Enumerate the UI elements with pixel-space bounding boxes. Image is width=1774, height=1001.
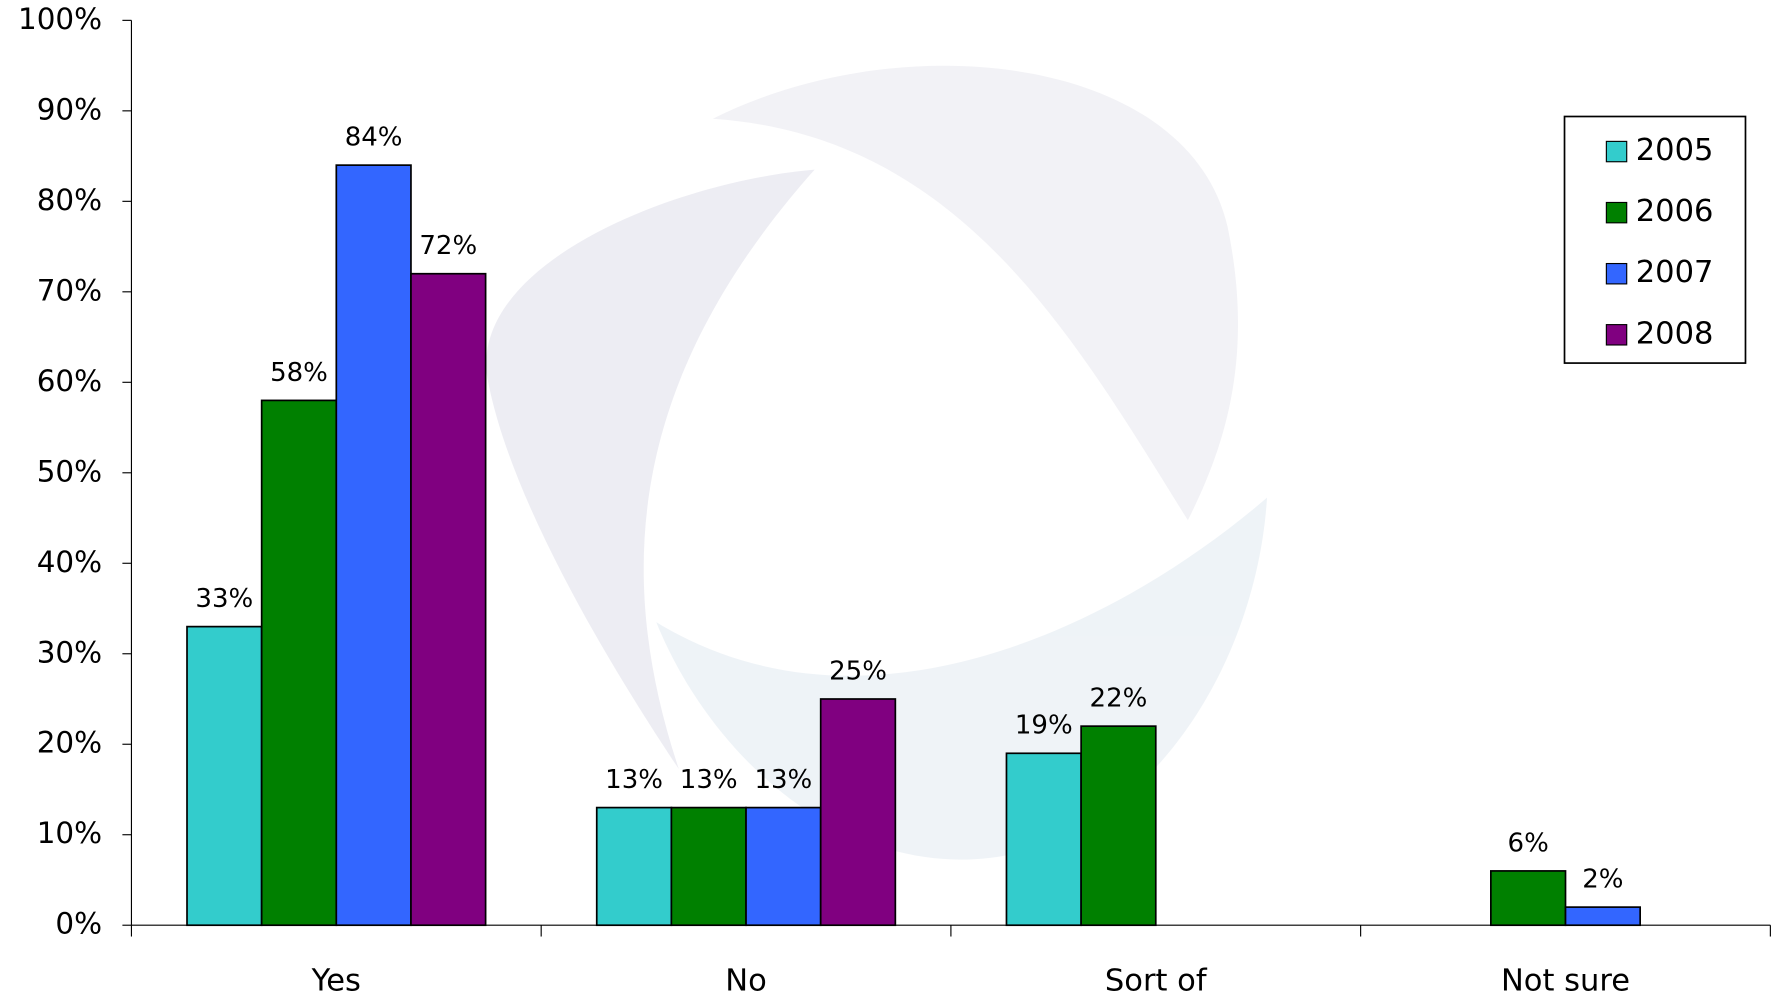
bar (1490, 870, 1567, 927)
value-label: 25% (829, 656, 887, 686)
value-label: 22% (1090, 684, 1148, 714)
bar (1564, 906, 1642, 927)
y-tick-label: 100% (18, 2, 102, 36)
legend-swatch (1605, 201, 1628, 224)
x-tick-label: Not sure (1501, 963, 1630, 998)
y-tick-label: 20% (37, 726, 102, 760)
y-tick-label: 80% (37, 183, 102, 217)
legend-label: 2006 (1636, 194, 1714, 229)
bar (260, 399, 338, 927)
legend-swatch (1605, 262, 1628, 285)
y-tick-label: 40% (37, 545, 102, 579)
bar (745, 806, 822, 927)
y-tick-label: 70% (37, 273, 102, 307)
y-tick-label: 0% (55, 907, 102, 941)
value-label: 13% (754, 765, 812, 795)
legend-box (1563, 115, 1747, 364)
bar (819, 698, 897, 927)
bar (1005, 752, 1082, 927)
bar (186, 625, 263, 927)
value-label: 19% (1015, 711, 1073, 741)
bar (410, 272, 487, 927)
legend-label: 2007 (1636, 255, 1714, 290)
value-label: 13% (680, 765, 738, 795)
legend-label: 2008 (1636, 316, 1714, 351)
y-tick-label: 90% (37, 92, 102, 126)
x-tick-label: Sort of (1105, 963, 1208, 998)
value-label: 6% (1508, 828, 1549, 858)
y-tick-label: 60% (37, 364, 102, 398)
bar (670, 806, 747, 927)
value-label: 13% (605, 765, 663, 795)
y-tick-label: 50% (37, 454, 102, 488)
y-tick-label: 30% (37, 635, 102, 669)
x-tick-label: Yes (311, 963, 361, 998)
legend-swatch (1605, 324, 1628, 346)
value-label: 84% (345, 122, 403, 152)
legend-swatch (1605, 140, 1628, 163)
value-label: 58% (270, 358, 328, 388)
value-label: 72% (419, 231, 477, 261)
bar (335, 164, 412, 927)
legend-label: 2005 (1636, 133, 1714, 168)
value-label: 2% (1582, 864, 1623, 894)
bar (595, 806, 673, 927)
x-tick-label: No (725, 963, 767, 998)
y-tick-label: 10% (37, 816, 102, 850)
bar (1080, 725, 1157, 927)
value-label: 33% (195, 584, 253, 614)
